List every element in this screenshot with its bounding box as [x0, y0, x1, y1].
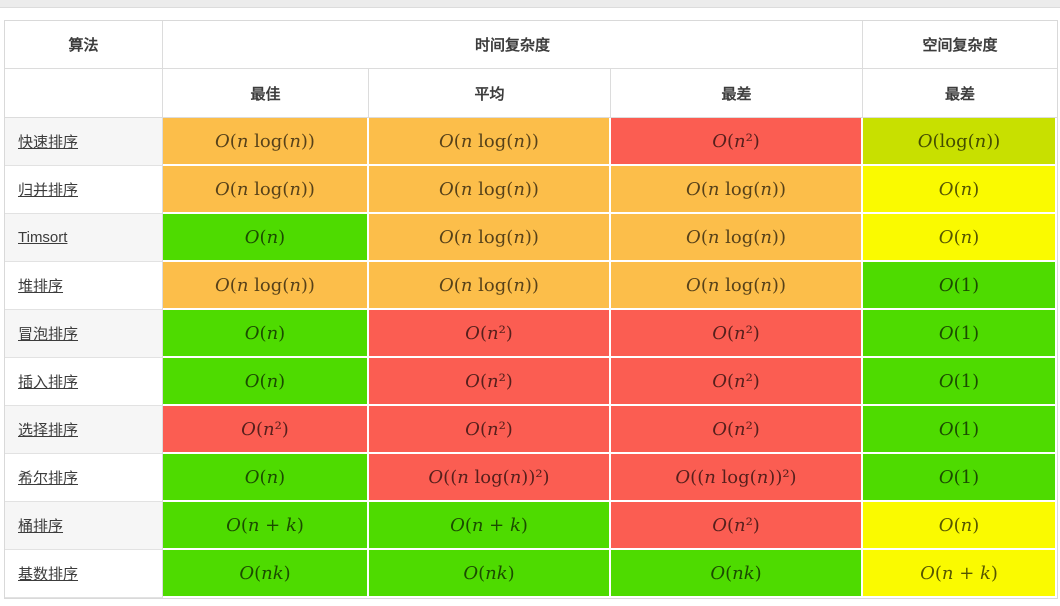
complexity-cell: O(n²) [611, 310, 864, 358]
complexity-cell: O(n log(n)) [163, 262, 369, 310]
table-row: 归并排序 O(n log(n)) O(n log(n)) O(n log(n))… [5, 166, 1058, 214]
column-header-space-complexity: 空间复杂度 [863, 21, 1058, 69]
complexity-cell: O((n log(n))²) [369, 454, 611, 502]
complexity-cell: O(n log(n)) [611, 166, 864, 214]
algorithm-link[interactable]: 基数排序 [18, 566, 79, 583]
complexity-cell: O(n log(n)) [611, 214, 864, 262]
complexity-cell: O(1) [863, 454, 1058, 502]
complexity-table: 算法 时间复杂度 空间复杂度 最佳 平均 最差 最差 快速排序 O(n log(… [4, 20, 1059, 599]
algorithm-cell: 冒泡排序 [5, 310, 163, 358]
complexity-cell: O(nk) [369, 550, 611, 598]
complexity-cell: O(n + k) [863, 550, 1058, 598]
algorithm-link[interactable]: 冒泡排序 [18, 326, 79, 343]
algorithm-link[interactable]: 快速排序 [18, 134, 79, 151]
complexity-cell: O(1) [863, 358, 1058, 406]
algorithm-cell: Timsort [5, 214, 163, 262]
complexity-cell: O(n) [163, 214, 369, 262]
table-row: 堆排序 O(n log(n)) O(n log(n)) O(n log(n)) … [5, 262, 1058, 310]
column-header-algorithm: 算法 [5, 21, 163, 69]
complexity-cell: O(n) [163, 454, 369, 502]
subheader-average: 平均 [369, 69, 611, 118]
complexity-cell: O(n log(n)) [369, 118, 611, 166]
complexity-cell: O(nk) [611, 550, 864, 598]
table-row: 冒泡排序 O(n) O(n²) O(n²) O(1) [5, 310, 1058, 358]
complexity-cell: O(log(n)) [863, 118, 1058, 166]
complexity-cell: O(n²) [611, 406, 864, 454]
algorithm-cell: 选择排序 [5, 406, 163, 454]
algorithm-link[interactable]: Timsort [18, 229, 68, 246]
complexity-cell: O((n log(n))²) [611, 454, 864, 502]
algorithm-link[interactable]: 选择排序 [18, 422, 79, 439]
complexity-cell: O(n²) [611, 118, 864, 166]
table-row: 选择排序 O(n²) O(n²) O(n²) O(1) [5, 406, 1058, 454]
algorithm-cell: 基数排序 [5, 550, 163, 598]
algorithm-link[interactable]: 归并排序 [18, 182, 79, 199]
complexity-cell: O(n log(n)) [163, 118, 369, 166]
complexity-cell: O(n²) [369, 358, 611, 406]
complexity-cell: O(n²) [163, 406, 369, 454]
table-row: Timsort O(n) O(n log(n)) O(n log(n)) O(n… [5, 214, 1058, 262]
complexity-cell: O(n + k) [163, 502, 369, 550]
column-header-time-complexity: 时间复杂度 [163, 21, 864, 69]
complexity-cell: O(1) [863, 262, 1058, 310]
table-row: 希尔排序 O(n) O((n log(n))²) O((n log(n))²) … [5, 454, 1058, 502]
algorithm-cell: 希尔排序 [5, 454, 163, 502]
algorithm-link[interactable]: 桶排序 [18, 518, 64, 535]
complexity-cell: O(n) [163, 310, 369, 358]
algorithm-cell: 归并排序 [5, 166, 163, 214]
algorithm-cell: 堆排序 [5, 262, 163, 310]
complexity-cell: O(n²) [369, 406, 611, 454]
complexity-cell: O(n log(n)) [369, 214, 611, 262]
algorithm-cell: 桶排序 [5, 502, 163, 550]
empty-header-cell [5, 69, 163, 118]
complexity-cell: O(n) [863, 502, 1058, 550]
complexity-cell: O(1) [863, 406, 1058, 454]
algorithm-link[interactable]: 堆排序 [18, 278, 64, 295]
page-top-divider [0, 0, 1060, 8]
complexity-cell: O(n + k) [369, 502, 611, 550]
complexity-cell: O(n log(n)) [611, 262, 864, 310]
algorithm-link[interactable]: 插入排序 [18, 374, 79, 391]
subheader-best: 最佳 [163, 69, 369, 118]
complexity-cell: O(n log(n)) [163, 166, 369, 214]
subheader-space-worst: 最差 [863, 69, 1058, 118]
algorithm-link[interactable]: 希尔排序 [18, 470, 79, 487]
complexity-cell: O(n) [163, 358, 369, 406]
table-row: 基数排序 O(nk) O(nk) O(nk) O(n + k) [5, 550, 1058, 598]
header-row-groups: 算法 时间复杂度 空间复杂度 [5, 21, 1058, 69]
header-row-sub: 最佳 平均 最差 最差 [5, 69, 1058, 118]
complexity-cell: O(n log(n)) [369, 262, 611, 310]
subheader-worst: 最差 [611, 69, 864, 118]
complexity-cell: O(n²) [369, 310, 611, 358]
complexity-cell: O(1) [863, 310, 1058, 358]
complexity-cell: O(n) [863, 214, 1058, 262]
algorithm-cell: 快速排序 [5, 118, 163, 166]
complexity-cell: O(n²) [611, 502, 864, 550]
table-row: 插入排序 O(n) O(n²) O(n²) O(1) [5, 358, 1058, 406]
complexity-cell: O(n²) [611, 358, 864, 406]
complexity-cell: O(nk) [163, 550, 369, 598]
table-row: 桶排序 O(n + k) O(n + k) O(n²) O(n) [5, 502, 1058, 550]
complexity-cell: O(n) [863, 166, 1058, 214]
algorithm-cell: 插入排序 [5, 358, 163, 406]
complexity-cell: O(n log(n)) [369, 166, 611, 214]
table-row: 快速排序 O(n log(n)) O(n log(n)) O(n²) O(log… [5, 118, 1058, 166]
